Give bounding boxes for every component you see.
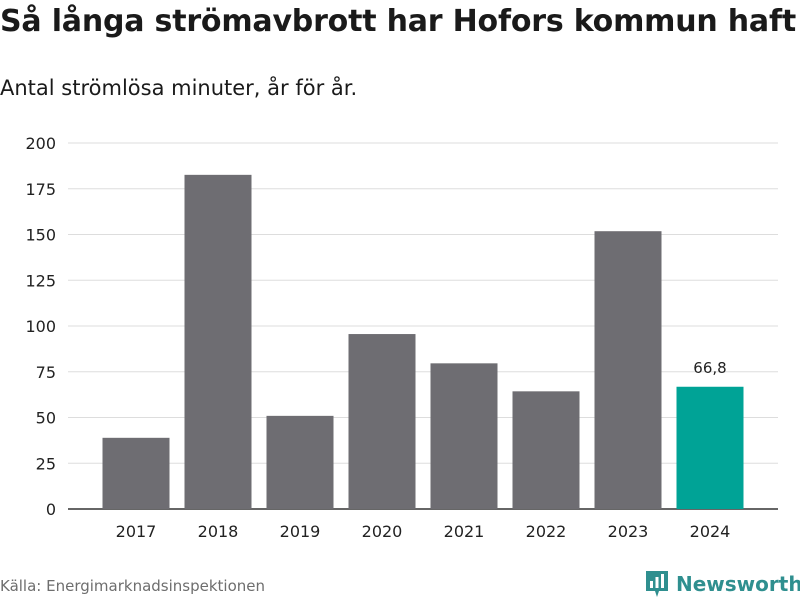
brand-logo: Newsworthy <box>644 568 800 600</box>
y-tick-label: 150 <box>25 226 56 245</box>
chart-subtitle: Antal strömlösa minuter, år för år. <box>0 76 358 100</box>
x-tick-label: 2020 <box>362 522 403 541</box>
brand-name: Newsworthy <box>676 572 800 596</box>
bar-2019 <box>266 415 334 509</box>
bar-2022 <box>512 391 580 509</box>
y-tick-label: 200 <box>25 134 56 153</box>
y-tick-label: 125 <box>25 271 56 290</box>
x-tick-label: 2023 <box>608 522 649 541</box>
chart-title: Så långa strömavbrott har Hofors kommun … <box>0 4 796 39</box>
y-tick-label: 0 <box>46 500 56 519</box>
x-tick-label: 2019 <box>280 522 321 541</box>
x-tick-label: 2018 <box>198 522 239 541</box>
bar-2024 <box>676 386 744 509</box>
source-note: Källa: Energimarknadsinspektionen <box>0 577 266 595</box>
labels: 0 25 50 75 100 125 150 175 200 2017 2018 2019 2020 20… <box>25 134 730 541</box>
bar-2023 <box>594 231 662 509</box>
bar-2017 <box>102 437 170 509</box>
y-tick-label: 50 <box>36 409 56 428</box>
x-tick-label: 2017 <box>116 522 157 541</box>
x-tick-label: 2022 <box>526 522 567 541</box>
y-tick-label: 75 <box>36 363 56 382</box>
newsworthy-logo-icon <box>646 571 668 597</box>
bar-2020 <box>348 334 416 509</box>
y-tick-label: 175 <box>25 180 56 199</box>
bar-2021 <box>430 363 498 509</box>
y-tick-label: 25 <box>36 454 56 473</box>
y-tick-label: 100 <box>25 317 56 336</box>
gridlines <box>68 142 778 510</box>
x-tick-label: 2024 <box>690 522 731 541</box>
data-label: 66,8 <box>693 359 726 377</box>
bars <box>102 174 744 510</box>
x-tick-label: 2021 <box>444 522 485 541</box>
bar-2018 <box>184 174 252 510</box>
